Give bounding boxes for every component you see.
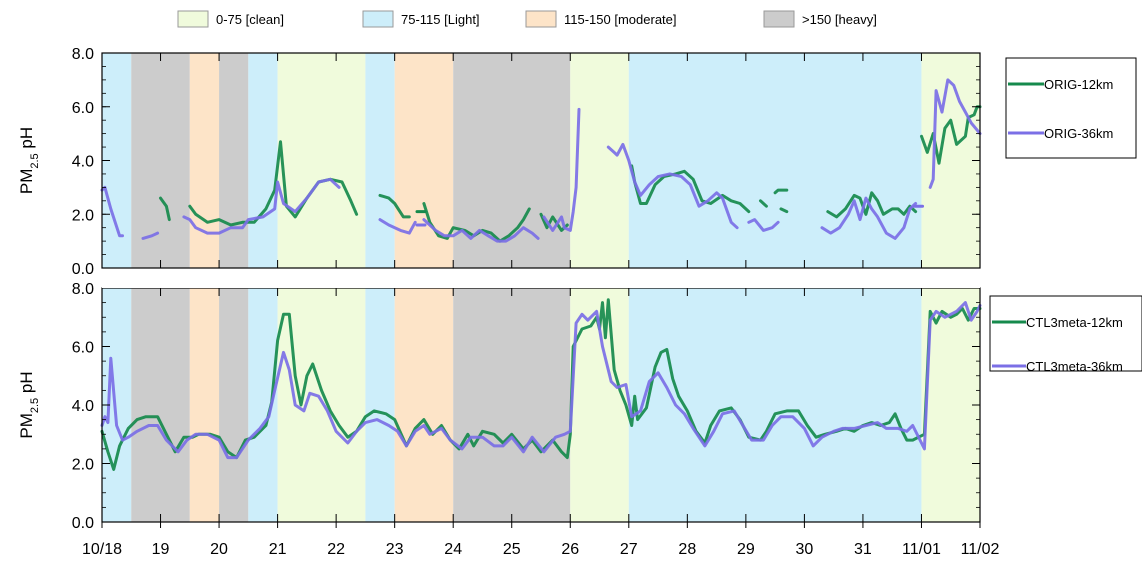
panel-top: 0.0 2.0 4.0 6.0 8.0 PM2.5 pH ORIG-12km ORIG-36k… [17,46,1137,278]
y-tick-label: 2.0 [72,457,94,474]
series-line-orig-36km [141,231,160,240]
series-legend-box [1005,57,1137,159]
x-tick-label: 22 [327,541,345,558]
band-legend-swatch [177,10,209,28]
series-line-orig-12km [378,193,411,219]
background-band [570,53,629,268]
x-tick-label: 24 [444,541,462,558]
background-band [365,288,395,522]
series-line-orig-12km [779,207,789,214]
series-line-orig-12km [920,105,982,165]
series-line-orig-36km [422,218,540,243]
legend-label: ORIG-12km [1044,77,1113,92]
series-line-orig-36km [378,218,417,235]
y-axis-label-sub: 2.5 [29,398,41,413]
band-legend-swatch [362,10,394,28]
background-band [248,53,278,268]
background-band [277,53,366,268]
background-band [628,288,922,522]
x-tick-label: 26 [561,541,579,558]
series-line-orig-36km [542,107,581,232]
background-band [131,53,190,268]
background-band [628,53,922,268]
series-line-orig-12km [159,196,171,222]
band-legend-swatch [763,10,795,28]
background-band [453,288,571,522]
y-axis-label: PM2.5 pH [17,127,41,194]
background-band [131,288,190,522]
series-line-orig-36km [820,196,918,240]
panel-bottom: 0.0 2.0 4.0 6.0 8.0 10/18 19 20 21 22 23 24 25 26 27 28… [17,281,1142,558]
series-line-orig-12km [630,164,751,214]
background-band [921,53,980,268]
background-band [189,53,220,268]
series-line-orig-36km [182,177,341,235]
y-tick-label: 4.0 [72,398,94,415]
series-line-orig-12km [759,199,768,208]
x-tick-label: 30 [796,541,814,558]
band-legend: 0-75 [clean] 75-115 [Light] 115-150 [moder… [177,10,877,28]
y-tick-label: 8.0 [72,281,94,298]
background-band [394,288,454,522]
x-tick-label: 23 [386,541,404,558]
x-tick-label: 27 [620,541,638,558]
y-axis-label-sub: 2.5 [29,153,41,168]
background-band [219,288,249,522]
background-band [365,53,395,268]
x-tick-label: 20 [210,541,228,558]
y-tick-label: 0.0 [72,261,94,278]
x-tick-label: 28 [678,541,696,558]
x-tick-label: 29 [737,541,755,558]
x-tick-label: 25 [503,541,521,558]
y-axis-label-main: PM [17,169,36,195]
band-legend-label: >150 [heavy] [802,12,877,27]
band-legend-label: 115-150 [moderate] [564,12,677,27]
x-tick-label: 31 [854,541,872,558]
background-band [248,288,278,522]
y-tick-label: 8.0 [72,46,94,63]
y-tick-label: 6.0 [72,100,94,117]
background-band [219,53,249,268]
series-line-orig-36km [606,142,739,230]
y-tick-label: 6.0 [72,340,94,357]
x-tick-label: 19 [152,541,170,558]
band-legend-swatch [525,10,557,28]
legend-label: ORIG-36km [1044,126,1113,141]
series-line-orig-36km [100,185,124,238]
x-tick-label: 11/01 [902,541,941,558]
series-line-orig-12km [826,191,918,219]
y-axis-label: PM2.5 pH [17,371,41,438]
x-tick-label: 10/18 [82,541,122,558]
y-axis-label-unit: pH [17,371,36,397]
y-tick-label: 2.0 [72,207,94,224]
y-tick-label: 0.0 [72,515,94,532]
series-line-orig-36km [747,218,780,232]
series-legend-box [989,295,1142,372]
y-tick-label: 4.0 [72,154,94,171]
y-axis-label-main: PM [17,413,36,439]
series-line-ctl3meta-36km [100,301,982,460]
background-band [189,288,220,522]
x-tick-label: 21 [269,541,287,558]
band-legend-label: 75-115 [Light] [401,12,480,27]
legend-label: CTL3meta-36km [1026,359,1123,374]
x-tick-label: 11/02 [961,541,1000,558]
series-line-ctl3meta-12km [100,298,982,471]
series-line-orig-36km [928,78,982,189]
background-band [277,288,366,522]
band-legend-label: 0-75 [clean] [216,12,284,27]
y-axis-label-unit: pH [17,127,36,153]
legend-label: CTL3meta-12km [1026,315,1123,330]
series-line-orig-12km [773,188,789,195]
